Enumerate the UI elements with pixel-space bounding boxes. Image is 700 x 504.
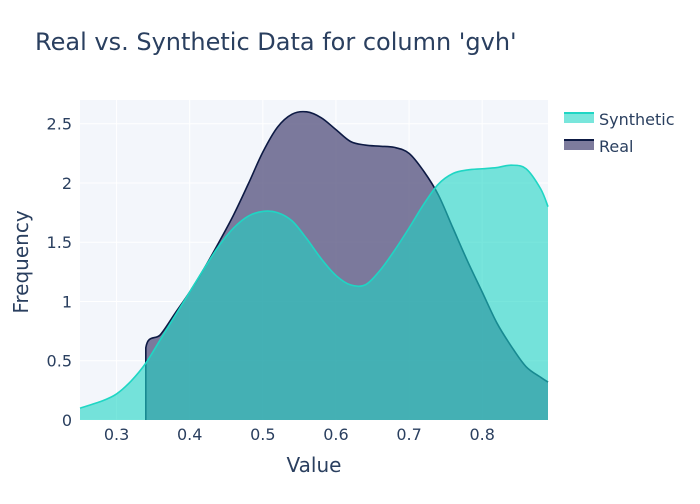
x-axis-title: Value: [287, 453, 342, 477]
legend[interactable]: Synthetic Real: [564, 110, 675, 156]
x-tick-label: 0.7: [396, 425, 421, 444]
y-tick-label: 0.5: [47, 352, 72, 371]
synthetic-area: [80, 165, 548, 420]
synthetic-line: [79, 164, 549, 409]
legend-item-synthetic[interactable]: Synthetic: [564, 110, 675, 129]
x-tick-label: 0.6: [323, 425, 348, 444]
legend-label-real: Real: [599, 137, 634, 156]
legend-label-synthetic: Synthetic: [599, 110, 675, 129]
y-tick-label: 2.5: [47, 115, 72, 134]
axis-layer: 0.3 0.4 0.5 0.6 0.7 0.8 0 0.5 1 1.5 2 2.5: [47, 115, 495, 444]
y-axis-title: Frequency: [9, 210, 33, 313]
y-tick-label: 1: [62, 292, 72, 311]
x-tick-label: 0.5: [250, 425, 275, 444]
chart-title: Real vs. Synthetic Data for column 'gvh': [35, 28, 517, 56]
y-tick-label: 0: [62, 411, 72, 430]
y-tick-label: 2: [62, 174, 72, 193]
x-tick-label: 0.3: [104, 425, 129, 444]
x-tick-label: 0.8: [469, 425, 494, 444]
series-layer: [79, 110, 549, 421]
legend-swatch-real: [564, 140, 594, 150]
legend-swatch-synthetic: [564, 113, 594, 123]
x-tick-label: 0.4: [177, 425, 202, 444]
legend-item-real[interactable]: Real: [564, 137, 634, 156]
y-tick-label: 1.5: [47, 233, 72, 252]
